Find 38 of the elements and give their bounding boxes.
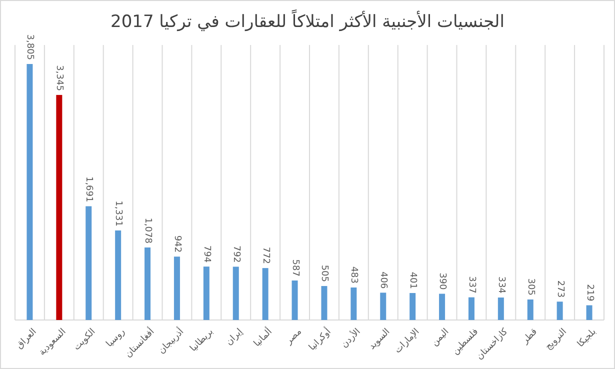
x-tick-label: ألمانيا [252,327,274,350]
data-label: 334 [496,276,506,294]
data-label: 792 [230,246,241,263]
title: الجنسيات الأجنبية الأكثر امتلاكاً للعقارات في تركيا 2017 [110,12,504,32]
x-tick-label: النرويج [544,327,569,352]
x-tick-label: بريطانيا [188,327,216,354]
data-label: 794 [201,245,212,263]
x-tick-label: إيران [224,327,245,348]
data-label: 3,345 [54,65,64,91]
data-label: 390 [437,272,448,290]
data-label: 406 [378,272,388,289]
data-label: 772 [260,246,270,264]
data-label: 1,331 [113,200,124,226]
x-tick-label: الأردن [340,327,363,350]
data-label: 337 [466,276,476,294]
x-tick-label: أوكرانيا [307,327,334,353]
x-tick-label: الكويت [72,327,98,353]
data-label: 483 [348,266,359,284]
x-tick-label: اليمن [430,327,452,348]
x-tick-label: الإمارات [393,327,422,356]
x-tick-label: فلسطين [450,327,481,357]
data-label: 505 [319,264,330,282]
data-label: 219 [584,284,594,302]
x-tick-label: العراق [14,327,39,352]
data-label: 1,078 [142,218,153,244]
data-label: 401 [408,272,418,290]
x-tick-label: السعودية [37,327,68,358]
x-tick-label: مصر [284,327,304,347]
x-tick-label: السويد [367,327,392,352]
data-label: 942 [172,235,182,253]
x-tick-label: أذربيجان [156,327,186,356]
x-tick-label: بلجيكا [576,327,598,350]
data-label: 273 [554,280,565,298]
data-label: 1,691 [84,176,94,202]
data-label: 305 [525,278,536,296]
data-label: 3,805 [24,34,35,60]
data-label: 587 [290,259,300,276]
x-tick-label: قطر [520,327,540,346]
